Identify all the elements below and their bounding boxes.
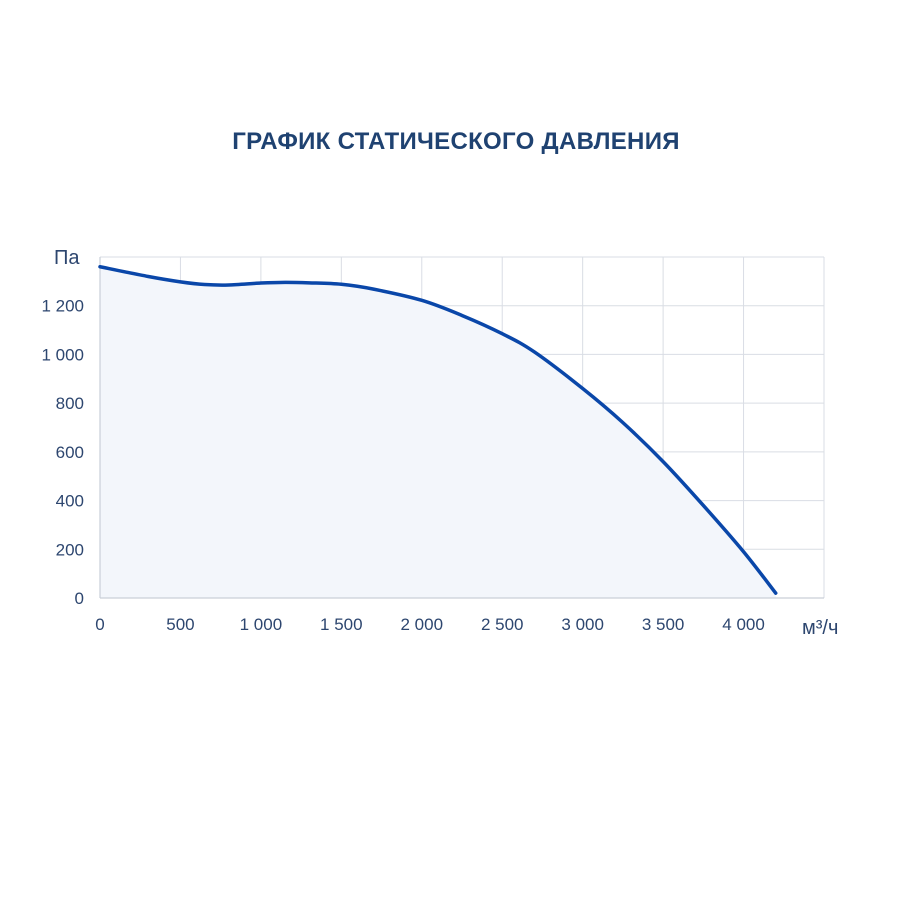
y-tick-label: 200 bbox=[56, 540, 84, 559]
y-tick-label: 0 bbox=[75, 589, 84, 608]
x-tick-label: 500 bbox=[166, 615, 194, 634]
axes bbox=[99, 257, 824, 599]
y-axis-unit: Па bbox=[54, 247, 80, 269]
x-tick-label: 4 000 bbox=[722, 615, 765, 634]
x-tick-label: 3 500 bbox=[642, 615, 685, 634]
y-tick-label: 400 bbox=[56, 492, 84, 511]
area-fill bbox=[100, 266, 776, 598]
y-tick-label: 600 bbox=[56, 443, 84, 462]
x-tick-label: 2 000 bbox=[401, 615, 444, 634]
y-tick-label: 1 000 bbox=[41, 345, 84, 364]
chart-title: ГРАФИК СТАТИЧЕСКОГО ДАВЛЕНИЯ bbox=[232, 128, 680, 155]
x-tick-label: 1 000 bbox=[240, 615, 283, 634]
tick-labels: 0 200 400 600 800 1 000 1 200 0 500 1 000 1 500 2 0… bbox=[41, 297, 764, 634]
pressure-curve bbox=[98, 264, 778, 595]
y-tick-label: 800 bbox=[56, 394, 84, 413]
x-axis-unit: м³/ч bbox=[802, 617, 838, 639]
x-tick-label: 2 500 bbox=[481, 615, 524, 634]
x-tick-label: 0 bbox=[95, 615, 104, 634]
y-tick-label: 1 200 bbox=[41, 297, 84, 316]
x-tick-label: 3 000 bbox=[561, 615, 604, 634]
x-tick-label: 1 500 bbox=[320, 615, 363, 634]
